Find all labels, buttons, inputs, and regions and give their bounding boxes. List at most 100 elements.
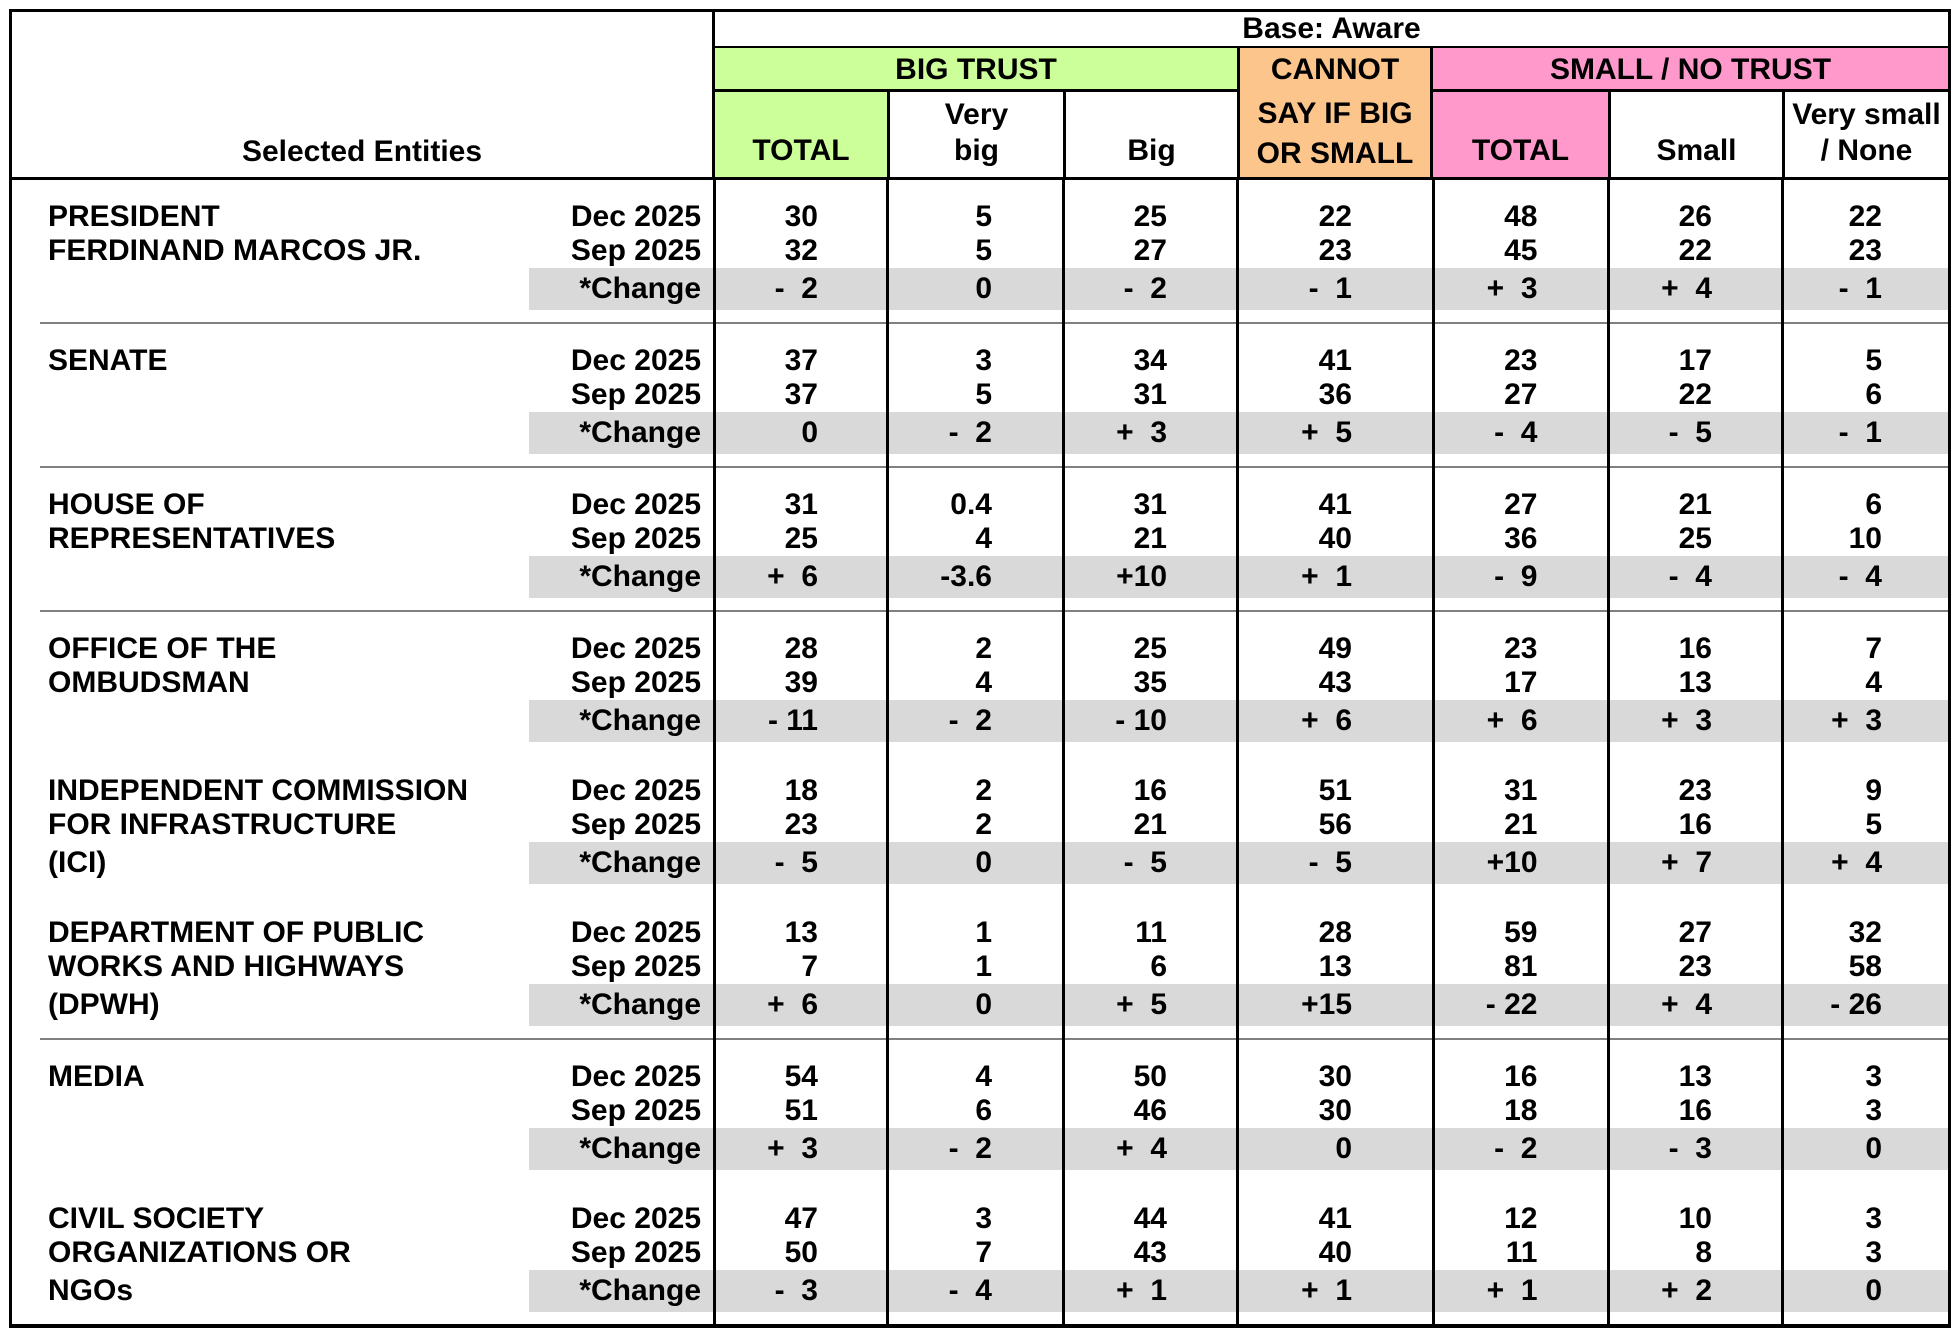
column-header-line: TOTAL: [1471, 134, 1570, 167]
data-row: INDEPENDENT COMMISSION Dec 2025 18 2 16 51 31 2…: [12, 774, 1948, 808]
value-cell: - 2: [887, 412, 1063, 454]
entity-blocks: PRESIDENT Dec 2025 30 5 25 22 48 26 22 FERDINAND …: [12, 180, 1948, 1324]
value-cell: + 1: [1063, 1270, 1237, 1312]
period-label: *Change: [529, 700, 715, 742]
value-cell: -3.6: [887, 556, 1063, 598]
data-row: ORGANIZATIONS OR Sep 2025 50 7 43 40 11 8 3: [12, 1236, 1948, 1270]
value-cell: - 2: [715, 268, 887, 310]
value-cell: 21: [1504, 808, 1538, 841]
entity-name: [12, 1128, 529, 1170]
entity-name: ORGANIZATIONS OR: [48, 1236, 351, 1269]
value-cell: 7: [801, 950, 818, 983]
value-cell: 23: [1678, 774, 1712, 807]
value-cell: 41: [1318, 344, 1352, 377]
value-cell: + 6: [1237, 700, 1433, 742]
value-cell: 4: [975, 666, 992, 699]
value-cell: - 5: [1237, 842, 1433, 884]
value-cell: 25: [1133, 200, 1167, 233]
value-cell: 22: [1848, 200, 1882, 233]
value-cell: 21: [1678, 488, 1712, 521]
value-cell: 54: [784, 1060, 818, 1093]
period-label: *Change: [529, 412, 715, 454]
value-cell: 22: [1678, 378, 1712, 411]
column-header-small-no-trust-total: TOTAL: [1433, 92, 1608, 177]
value-cell: 3: [1865, 1060, 1882, 1093]
value-cell: - 22: [1433, 984, 1608, 1026]
value-cell: 47: [784, 1202, 818, 1235]
entity-cell: Sep 2025: [12, 378, 715, 412]
entity-cell: PRESIDENT Dec 2025: [12, 200, 715, 234]
entity-block: DEPARTMENT OF PUBLIC Dec 2025 13 1 11 28 59 27 3…: [12, 896, 1948, 1038]
column-header-very-small-none: Very small / None: [1782, 92, 1948, 177]
entity-name: (DPWH): [48, 988, 160, 1021]
value-cell: 46: [1133, 1094, 1167, 1127]
period-label: Dec 2025: [570, 344, 701, 377]
value-cell: - 4: [1608, 556, 1782, 598]
value-cell: 49: [1318, 632, 1352, 665]
column-header-line: / None: [1820, 134, 1913, 167]
period-label: Dec 2025: [570, 1202, 701, 1235]
value-cell: - 4: [887, 1270, 1063, 1312]
data-row: WORKS AND HIGHWAYS Sep 2025 7 1 6 13 81 23 58: [12, 950, 1948, 984]
entity-name: OFFICE OF THE: [48, 632, 277, 665]
value-cell: - 1: [1237, 268, 1433, 310]
value-cell: + 6: [1433, 700, 1608, 742]
cannot-say-header-line: SAY IF BIG: [1257, 96, 1413, 130]
period-label: Dec 2025: [570, 632, 701, 665]
value-cell: 31: [1133, 378, 1167, 411]
value-cell: 11: [1505, 1236, 1538, 1269]
small-no-trust-group-header: SMALL / NO TRUST: [1433, 48, 1948, 92]
value-cell: 36: [1504, 522, 1538, 555]
value-cell: - 26: [1782, 984, 1948, 1026]
value-cell: 3: [1865, 1094, 1882, 1127]
value-cell: 13: [1678, 1060, 1712, 1093]
value-cell: 2: [975, 632, 992, 665]
data-row: CIVIL SOCIETY Dec 2025 47 3 44 41 12 10 3: [12, 1202, 1948, 1236]
period-label: Sep 2025: [570, 666, 701, 699]
value-cell: + 3: [1063, 412, 1237, 454]
value-cell: 3: [975, 344, 992, 377]
value-cell: 0: [1782, 1270, 1948, 1312]
selected-entities-header: Selected Entities: [12, 12, 715, 177]
big-trust-group-header: BIG TRUST: [715, 48, 1237, 92]
entity-cell: CIVIL SOCIETY Dec 2025: [12, 1202, 715, 1236]
data-row: PRESIDENT Dec 2025 30 5 25 22 48 26 22: [12, 200, 1948, 234]
value-cell: 22: [1678, 234, 1712, 267]
column-header-line: Very small: [1792, 98, 1941, 131]
value-cell: 10: [1848, 522, 1882, 555]
value-cell: 56: [1318, 808, 1352, 841]
cannot-say-group-header: CANNOT SAY IF BIG OR SMALL: [1237, 48, 1433, 177]
entity-name: PRESIDENT: [48, 200, 220, 233]
value-cell: 31: [1504, 774, 1538, 807]
cannot-say-header-line: OR SMALL: [1256, 137, 1414, 170]
period-label: Dec 2025: [570, 200, 701, 233]
value-cell: + 6: [715, 984, 887, 1026]
column-divider: [1607, 180, 1610, 1324]
data-row: HOUSE OF Dec 2025 31 0.4 31 41 27 21 6: [12, 488, 1948, 522]
period-label: *Change: [529, 268, 715, 310]
data-row: OMBUDSMAN Sep 2025 39 4 35 43 17 13 4: [12, 666, 1948, 700]
entity-cell: FERDINAND MARCOS JR. Sep 2025: [12, 234, 715, 268]
value-cell: 1: [975, 916, 992, 949]
value-cell: 5: [975, 234, 992, 267]
entity-cell: FOR INFRASTRUCTURE Sep 2025: [12, 808, 715, 842]
column-divider: [1236, 180, 1239, 1324]
value-cell: 40: [1318, 522, 1352, 555]
value-cell: + 4: [1782, 842, 1948, 884]
value-cell: 41: [1318, 1202, 1352, 1235]
value-cell: 4: [1865, 666, 1882, 699]
value-cell: 43: [1133, 1236, 1167, 1269]
entity-name: INDEPENDENT COMMISSION: [48, 774, 469, 807]
value-cell: 1: [975, 950, 992, 983]
column-header-big: Big: [1063, 92, 1237, 177]
block-separator: [40, 610, 1948, 612]
value-cell: 23: [1848, 234, 1882, 267]
column-header-line: Small: [1656, 134, 1737, 167]
value-cell: 4: [975, 1060, 992, 1093]
column-divider: [1062, 180, 1065, 1324]
value-cell: 0: [1782, 1128, 1948, 1170]
value-cell: 7: [1865, 632, 1882, 665]
period-label: Dec 2025: [570, 916, 701, 949]
period-label: Dec 2025: [570, 774, 701, 807]
